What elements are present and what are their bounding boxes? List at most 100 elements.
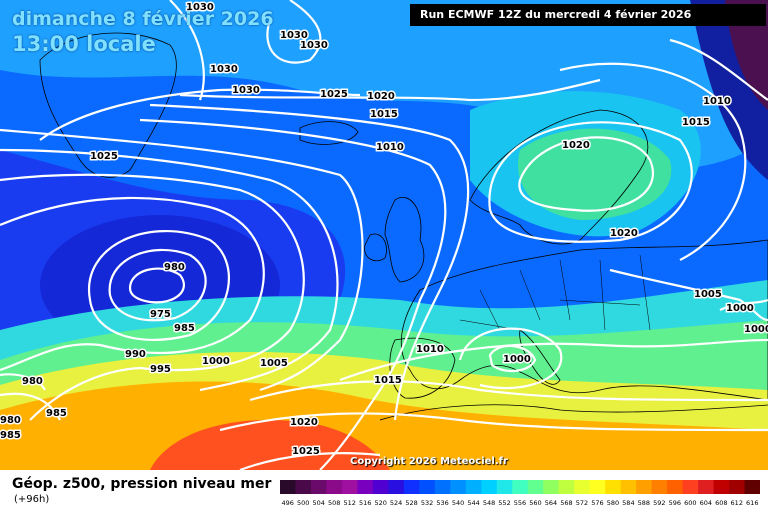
iceland-coast — [299, 121, 359, 145]
color-scale: 496 500 504 508 512 516 520 524 528 532 536 540 544 5… — [280, 480, 760, 507]
color-scale-tick: 548 — [483, 499, 495, 507]
color-scale-tick: 540 — [452, 499, 464, 507]
isobar-label: 975 — [150, 309, 171, 320]
color-scale-swatch — [341, 480, 358, 494]
isobar-label: 1020 — [290, 417, 318, 428]
isobar-1010-south — [339, 338, 768, 382]
isobar-label: 985 — [174, 323, 195, 334]
color-scale-tick: 508 — [328, 499, 340, 507]
isobar-label: 980 — [22, 376, 43, 387]
isobar-low-inner — [128, 267, 186, 304]
model-run-label: Run ECMWF 12Z du mercredi 4 février 2026 — [410, 4, 766, 26]
color-scale-swatch — [620, 480, 637, 494]
copyright-notice: Copyright 2026 Meteociel.fr — [350, 456, 508, 467]
color-scale-swatch — [326, 480, 343, 494]
isobar-label: 1010 — [416, 344, 444, 355]
isobar-label: 1020 — [610, 228, 638, 239]
isobar-label: 985 — [46, 408, 67, 419]
isobar-label: 1020 — [562, 140, 590, 151]
isobar-985-sw — [0, 392, 61, 421]
field-green-north — [518, 128, 672, 220]
color-scale-swatch — [698, 480, 715, 494]
isobar-1020-scandi-outer — [488, 121, 693, 243]
color-scale-swatch — [543, 480, 560, 494]
color-scale-swatch — [744, 480, 760, 494]
color-scale-tick: 516 — [359, 499, 371, 507]
isobar-980-sw — [0, 373, 46, 391]
color-scale-swatch — [527, 480, 544, 494]
color-scale-tick: 564 — [545, 499, 557, 507]
color-scale-tick: 572 — [576, 499, 588, 507]
color-scale-swatch — [357, 480, 374, 494]
color-scale-tick: 504 — [312, 499, 324, 507]
color-scale-swatch — [589, 480, 606, 494]
color-scale-swatch — [558, 480, 575, 494]
color-scale-swatch — [295, 480, 312, 494]
color-scale-tick: 608 — [715, 499, 727, 507]
isobar-1025-south — [239, 452, 381, 470]
legend-title: Géop. z500, pression niveau mer — [12, 476, 272, 492]
color-scale-swatch — [729, 480, 746, 494]
color-scale-swatch — [574, 480, 591, 494]
coastlines — [39, 32, 768, 421]
isobar-label: 1010 — [703, 96, 731, 107]
isobar-label: 980 — [164, 262, 185, 273]
isobar-low-980 — [87, 230, 231, 342]
color-scale-swatch — [310, 480, 327, 494]
color-scale-tick: 500 — [297, 499, 309, 507]
color-scale-tick: 616 — [746, 499, 758, 507]
isobar-label: 985 — [0, 430, 21, 441]
color-scale-tick: 600 — [684, 499, 696, 507]
isobar-990 — [0, 196, 265, 372]
color-scale-swatch — [636, 480, 653, 494]
isobar-995 — [0, 173, 305, 421]
isobar-label: 1025 — [90, 151, 118, 162]
color-scale-tick: 560 — [529, 499, 541, 507]
isobars — [0, 0, 768, 470]
isobar-label: 1015 — [374, 375, 402, 386]
color-scale-swatch — [496, 480, 513, 494]
isobar-1005-east — [609, 268, 768, 322]
isobar-1020-scandi — [518, 136, 654, 212]
isobar-label: 1025 — [292, 446, 320, 457]
color-scale-swatch — [388, 480, 405, 494]
ireland-coast — [364, 233, 387, 262]
isobar-label: 1005 — [260, 358, 288, 369]
color-scale-tick: 532 — [421, 499, 433, 507]
isobar-label: 1000 — [726, 303, 754, 314]
color-scale-swatch — [280, 480, 296, 494]
isobar-label: 1000 — [202, 356, 230, 367]
isobar-label: 980 — [0, 415, 21, 426]
color-scale-tick: 524 — [390, 499, 402, 507]
isobar-1015-east — [559, 62, 747, 261]
color-scale-swatch — [372, 480, 389, 494]
isobar-1015-south — [249, 380, 768, 402]
color-scale-swatch — [465, 480, 482, 494]
isobar-1030-north — [169, 0, 205, 101]
color-scale-swatch — [419, 480, 436, 494]
isobar-1000-east — [719, 298, 768, 311]
color-scale-tick: 596 — [669, 499, 681, 507]
isobar-label: 1015 — [370, 109, 398, 120]
color-scale-swatch — [481, 480, 498, 494]
isobar-1010-east — [669, 38, 768, 101]
color-scale-swatch — [450, 480, 467, 494]
color-scale-tick: 612 — [731, 499, 743, 507]
africa-coast — [379, 404, 768, 421]
color-scale-tick: 592 — [653, 499, 665, 507]
isobar-low-975 — [108, 248, 207, 322]
color-scale-swatch — [651, 480, 668, 494]
isobar-label: 1025 — [320, 89, 348, 100]
isobar-1020 — [179, 78, 601, 102]
color-scale-tick: 496 — [282, 499, 294, 507]
forecast-lead-time: (+96h) — [14, 494, 50, 505]
forecast-time: 13:00 locale — [12, 32, 156, 56]
field-purple-east — [725, 0, 768, 110]
isobar-label: 1000 — [503, 354, 531, 365]
isobar-1010-mid — [139, 118, 447, 470]
isobar-labels: 1030 1030 1030 1030 1030 1025 1025 1020 … — [0, 1, 768, 459]
color-scale-tick: 512 — [343, 499, 355, 507]
britain-coast — [384, 197, 425, 283]
isobar-label: 1015 — [682, 117, 710, 128]
